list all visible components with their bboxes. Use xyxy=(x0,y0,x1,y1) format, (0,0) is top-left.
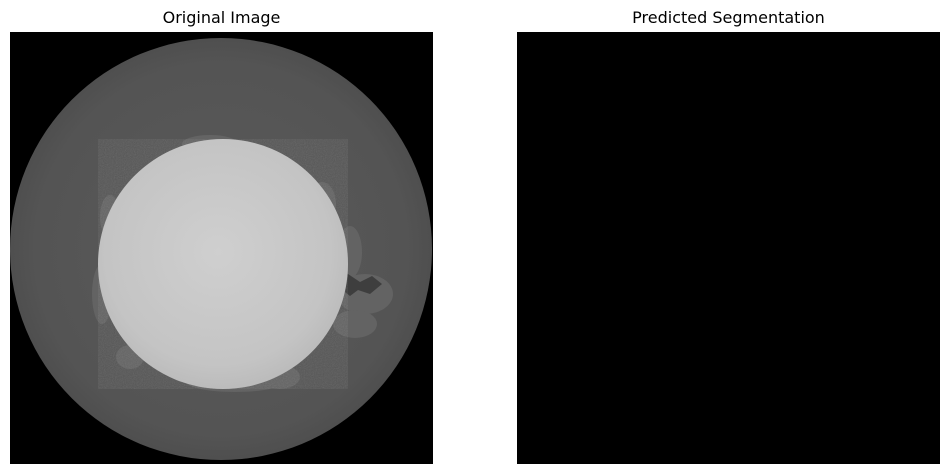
ct-scan-image xyxy=(10,32,433,464)
original-image-title: Original Image xyxy=(162,8,281,27)
original-image-panel xyxy=(10,32,433,464)
predicted-segmentation-title: Predicted Segmentation xyxy=(632,8,825,27)
segmentation-mask xyxy=(517,32,940,464)
empty-mask xyxy=(517,32,940,464)
bright-sample-disk xyxy=(98,139,348,389)
predicted-segmentation-panel xyxy=(517,32,940,464)
